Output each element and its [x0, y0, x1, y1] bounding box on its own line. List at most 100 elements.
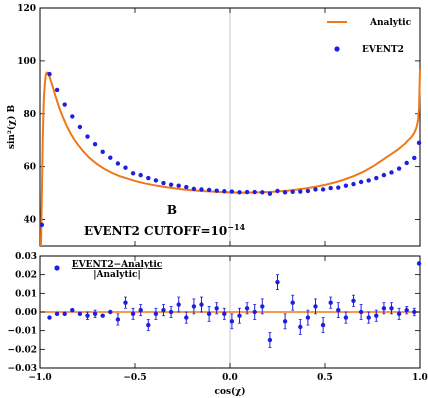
ratio-point: [244, 306, 250, 311]
event2-point: [100, 149, 105, 155]
ratio-point: [416, 261, 422, 266]
ratio-point: [206, 311, 212, 317]
event2-point: [153, 178, 159, 183]
event2-point: [191, 186, 197, 192]
event2-point: [47, 71, 52, 77]
event2-point: [115, 161, 121, 166]
ratio-point: [70, 307, 75, 313]
bottom-x-tick-label: 0.5: [317, 373, 333, 383]
ratio-point: [100, 313, 105, 318]
ratio-point: [260, 304, 265, 309]
ratio-point: [161, 307, 166, 313]
ratio-point: [374, 313, 379, 318]
event2-point: [351, 181, 356, 187]
bottom-x-tick-label: −0.5: [123, 373, 146, 383]
ratio-point: [313, 304, 318, 309]
event2-point: [374, 175, 379, 181]
event2-point: [39, 222, 45, 228]
top-y-tick-label: 60: [23, 163, 36, 173]
event2-point: [298, 189, 303, 194]
top-x-ticks: [39, 8, 421, 246]
ratio-point: [62, 311, 67, 317]
event2-point: [161, 180, 166, 186]
event2-point: [70, 114, 75, 119]
ratio-points: [47, 261, 422, 348]
ratio-point: [168, 309, 174, 315]
event2-point: [275, 188, 280, 194]
top-y-tick-label: 120: [17, 4, 36, 14]
event2-point: [85, 134, 90, 139]
event2-point: [168, 182, 174, 187]
ratio-point: [412, 309, 417, 315]
annotation-cutoff-exp: −14: [227, 222, 245, 232]
ratio-point: [252, 309, 257, 315]
ratio-point: [366, 315, 371, 320]
event2-point: [222, 189, 227, 194]
event2-point: [229, 189, 235, 194]
ratio-point: [305, 315, 311, 320]
legend-event2-label: EVENT2: [362, 45, 404, 55]
event2-point: [282, 190, 288, 195]
ratio-point: [275, 279, 280, 285]
ratio-point: [146, 322, 151, 328]
ratio-point: [92, 311, 98, 317]
event2-point: [336, 185, 341, 190]
ratio-point: [290, 300, 295, 305]
bottom-y-tick-label: 0.02: [15, 271, 37, 281]
ratio-point: [320, 322, 326, 328]
ratio-point: [351, 298, 356, 303]
bottom-x-axis-title: cos(χ): [215, 386, 246, 397]
event2-point: [358, 179, 364, 185]
event2-point: [146, 175, 151, 181]
bottom-y-tick-label: −0.03: [8, 364, 37, 374]
event2-point: [416, 140, 422, 146]
bottom-y-ticks: −0.03 −0.02 −0.01 0.00 0.01 0.02 0.03: [8, 252, 420, 374]
ratio-point: [199, 302, 204, 307]
ratio-point: [176, 302, 181, 307]
ratio-point: [404, 307, 409, 313]
event2-point: [138, 172, 143, 178]
bottom-y-tick-label: −0.02: [8, 345, 37, 355]
ratio-point: [85, 313, 90, 318]
ratio-point: [47, 315, 52, 320]
event2-point: [267, 191, 273, 196]
ratio-point: [130, 311, 136, 317]
event2-point: [328, 185, 333, 191]
event2-points: [39, 71, 422, 228]
ratio-point: [54, 311, 60, 317]
annotation-cutoff-base: EVENT2 CUTOFF=10: [84, 224, 227, 238]
ratio-point: [108, 309, 113, 315]
bottom-y-tick-label: 0.00: [15, 308, 37, 318]
ratio-point: [298, 324, 303, 330]
top-y-tick-label: 100: [17, 57, 36, 67]
bottom-x-tick-label: 1.0: [412, 373, 428, 383]
annotation-b: B: [167, 203, 177, 217]
ratio-point: [389, 306, 394, 311]
event2-point: [389, 170, 394, 175]
ratio-point: [214, 306, 219, 311]
bottom-x-ticks: −1.0 −0.5 0.0 0.5 1.0: [28, 256, 428, 383]
event2-point: [320, 187, 326, 192]
event2-point: [244, 189, 250, 195]
event2-point: [260, 190, 265, 195]
ratio-point: [237, 313, 242, 318]
event2-point: [54, 87, 60, 93]
event2-point: [343, 183, 349, 188]
ratio-point: [115, 317, 121, 322]
bottom-panel: −0.03 −0.02 −0.01 0.00 0.01 0.02 0.03 −1.0 −0.5…: [8, 252, 428, 397]
event2-point: [130, 171, 136, 176]
event2-point: [214, 188, 219, 193]
event2-point: [412, 155, 417, 161]
bottom-y-tick-label: −0.01: [8, 327, 37, 337]
bottom-x-tick-label: 0.0: [222, 373, 238, 383]
event2-point: [366, 178, 371, 183]
bottom-legend: EVENT2−Analytic |Analytic|: [54, 260, 163, 280]
event2-point: [77, 124, 83, 130]
event2-point: [381, 172, 387, 178]
event2-point: [184, 184, 189, 190]
ratio-point: [358, 309, 364, 315]
ratio-point: [123, 300, 128, 305]
legend-analytic-label: Analytic: [369, 18, 412, 28]
bottom-y-tick-label: 0.01: [15, 289, 37, 299]
